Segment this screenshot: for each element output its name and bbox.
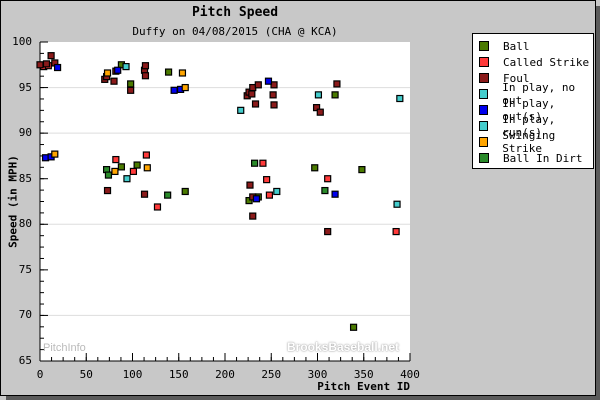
x-tick-label: 300 [307,368,328,381]
y-tick-label: 65 [18,354,32,367]
legend-item: Ball In Dirt [479,150,593,166]
pitchinfo-watermark: PitchInfo [43,342,86,354]
legend-label: Ball In Dirt [503,151,583,165]
y-tick-label: 75 [18,262,32,276]
frame-shadow-right [596,6,600,400]
legend-swatch-icon [479,57,489,67]
legend-label: Called Strike [503,55,590,69]
legend-swatch-icon [479,153,489,163]
legend-item: Called Strike [479,54,593,70]
legend-swatch-icon [479,89,489,99]
x-tick-label: 100 [122,368,143,381]
x-tick-label: 0 [36,368,44,381]
legend-label: Swinging Strike [502,129,556,155]
legend-swatch-icon [479,73,489,83]
frame-shadow-bottom [6,396,600,400]
chart-title: Pitch Speed [191,5,279,20]
legend-swatch-icon [479,121,489,131]
y-tick-label: 90 [18,126,32,140]
y-tick-label: 100 [12,35,32,48]
x-tick-label: 350 [353,368,374,381]
y-axis-label: Speed (in MPH) [6,155,20,248]
x-tick-label: 50 [79,368,93,381]
x-tick-label: 200 [215,368,235,381]
legend-label: Ball [503,39,530,53]
legend-label: In play, out(s) [502,97,556,123]
x-tick-label: 400 [400,368,420,381]
legend-swatch-icon [479,41,489,51]
y-tick-label: 80 [18,217,32,231]
y-tick-label: 95 [18,80,32,94]
y-tick-label: 85 [18,171,32,185]
x-tick-label: 150 [168,368,189,381]
legend-swatch-icon [479,137,489,147]
chart-subtitle: Duffy on 04/08/2015 (CHA @ KCA) [132,25,338,38]
x-axis-label: Pitch Event ID [317,380,410,393]
legend-item: Swinging Strike [479,129,593,155]
y-tick-label: 70 [18,308,32,322]
legend-item: Ball [479,38,593,54]
plot-area [40,42,410,361]
legend-swatch-icon [479,105,489,115]
legend-label: Foul [503,71,530,85]
x-tick-label: 250 [261,368,282,381]
legend-item: Foul [479,70,593,86]
brooksbaseball-watermark: BrooksBaseball.net [287,340,400,354]
legend-item: In play, run(s) [479,113,593,139]
legend-item: In play, no out [479,81,593,107]
legend-item: In play, out(s) [479,97,593,123]
legend-label: In play, no out [502,81,576,107]
legend-label: In play, run(s) [502,113,556,139]
legend: Ball Called Strike Foul In play, no out In p… [472,33,594,169]
